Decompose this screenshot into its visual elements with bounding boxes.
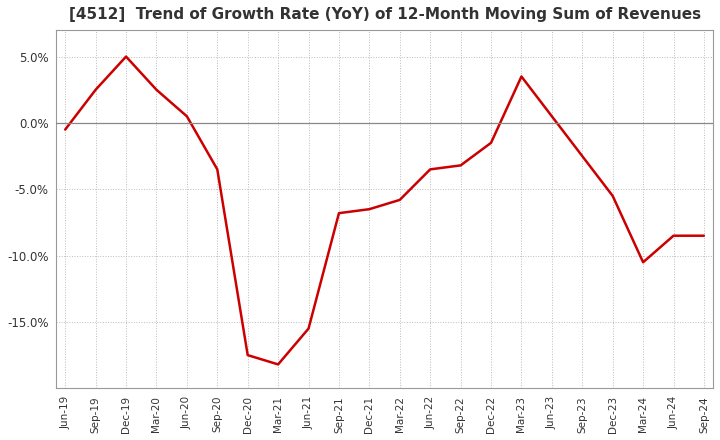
Title: [4512]  Trend of Growth Rate (YoY) of 12-Month Moving Sum of Revenues: [4512] Trend of Growth Rate (YoY) of 12-… xyxy=(68,7,701,22)
